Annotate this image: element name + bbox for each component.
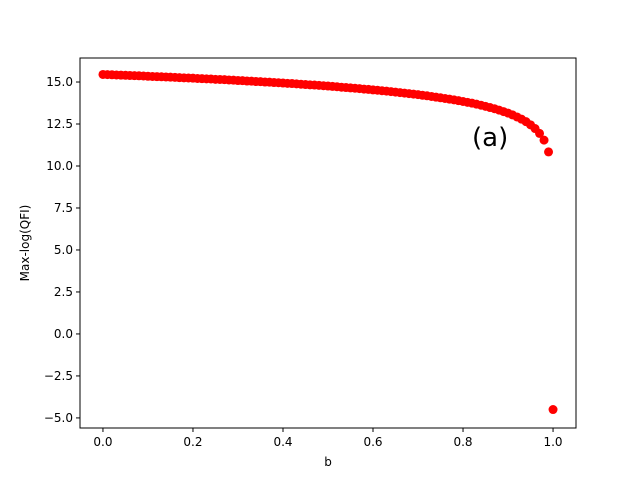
x-tick-label: 0.0: [93, 435, 112, 449]
y-tick-label: 0.0: [54, 327, 73, 341]
y-tick-label: −5.0: [44, 411, 73, 425]
x-tick-label: 0.2: [183, 435, 202, 449]
y-tick-label: 7.5: [54, 201, 73, 215]
y-tick-label: 10.0: [46, 159, 73, 173]
y-tick-label: 12.5: [46, 117, 73, 131]
point: [535, 128, 545, 138]
y-tick-label: 2.5: [54, 285, 73, 299]
x-tick-label: 0.6: [363, 435, 382, 449]
plot-frame: [79, 57, 577, 429]
point: [544, 147, 554, 157]
y-axis-label: Max-log(QFI): [18, 205, 32, 282]
point: [548, 405, 558, 415]
x-tick-label: 0.8: [453, 435, 472, 449]
x-tick-label: 0.4: [273, 435, 292, 449]
x-axis-label: b: [324, 455, 332, 469]
y-tick-label: −2.5: [44, 369, 73, 383]
x-tick-label: 1.0: [543, 435, 562, 449]
point: [539, 135, 549, 145]
annotation: (a): [472, 123, 508, 153]
y-tick-label: 5.0: [54, 243, 73, 257]
y-tick-label: 15.0: [46, 75, 73, 89]
